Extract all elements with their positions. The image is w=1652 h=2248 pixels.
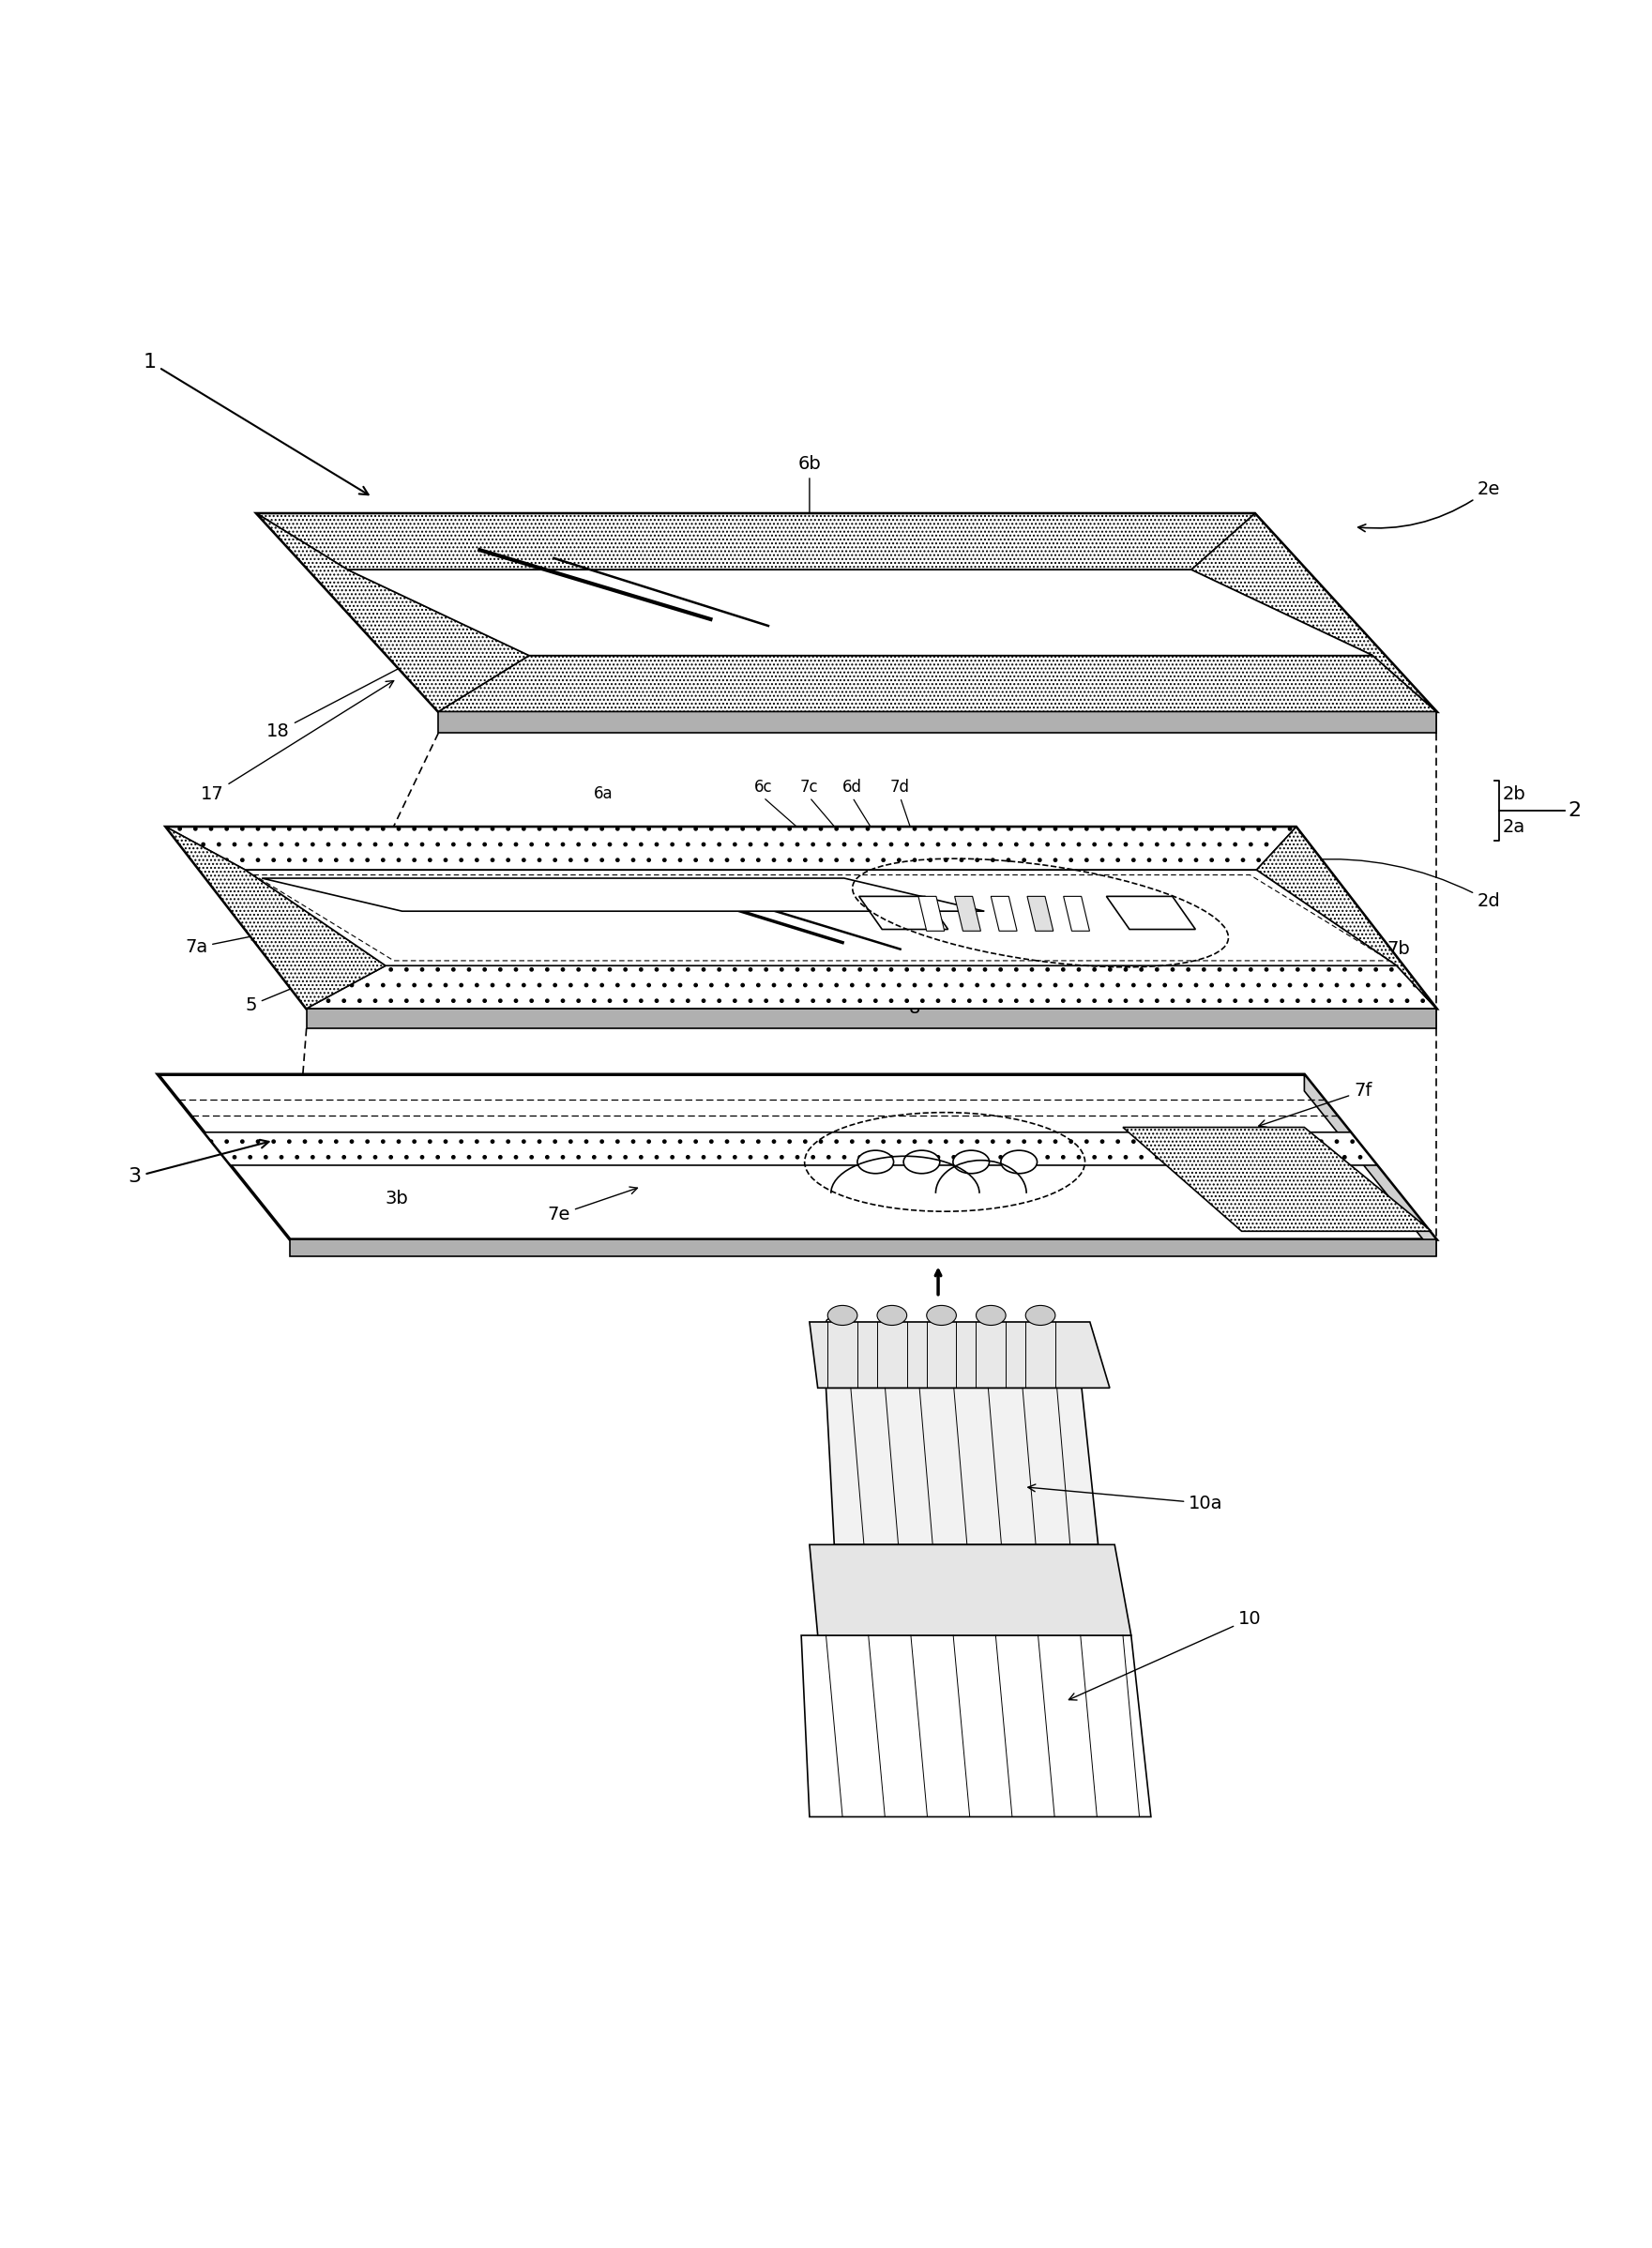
Text: 6c: 6c	[753, 780, 773, 796]
Text: 13: 13	[932, 1347, 952, 1362]
Polygon shape	[1107, 897, 1196, 928]
Polygon shape	[801, 1634, 1151, 1816]
Text: 9a: 9a	[824, 1317, 844, 1333]
Polygon shape	[809, 1544, 1132, 1634]
Ellipse shape	[927, 1306, 957, 1326]
Polygon shape	[167, 827, 1436, 1009]
Polygon shape	[1064, 897, 1090, 931]
Ellipse shape	[828, 1306, 857, 1326]
Text: 7a: 7a	[185, 933, 258, 955]
Text: 6a: 6a	[593, 785, 613, 803]
Text: 9c: 9c	[932, 1317, 950, 1333]
Text: 18: 18	[266, 618, 496, 740]
Text: 12: 12	[879, 1347, 899, 1362]
Polygon shape	[1257, 827, 1436, 1009]
Text: 5: 5	[244, 976, 319, 1014]
Polygon shape	[955, 897, 981, 931]
Polygon shape	[438, 713, 1436, 733]
Polygon shape	[1191, 513, 1436, 713]
Polygon shape	[438, 656, 1436, 713]
Polygon shape	[306, 967, 1436, 1009]
Text: 9b: 9b	[879, 1317, 899, 1333]
Polygon shape	[159, 1075, 1436, 1239]
Ellipse shape	[877, 1306, 907, 1326]
Polygon shape	[291, 1239, 1436, 1257]
Text: 3b: 3b	[385, 1189, 408, 1207]
Text: 6b: 6b	[798, 456, 821, 526]
Polygon shape	[1256, 513, 1436, 733]
Text: 10: 10	[1069, 1610, 1262, 1699]
Text: 3: 3	[129, 1140, 269, 1187]
Text: 7c: 7c	[800, 780, 819, 796]
Polygon shape	[826, 1387, 1099, 1544]
Text: 1: 1	[144, 353, 368, 495]
Text: 9d: 9d	[985, 1317, 1004, 1333]
Polygon shape	[258, 513, 1436, 713]
Polygon shape	[263, 879, 985, 910]
Polygon shape	[205, 1133, 1376, 1164]
Text: 7e: 7e	[547, 1187, 638, 1223]
Text: 2a: 2a	[1502, 818, 1525, 836]
Ellipse shape	[1026, 1306, 1056, 1326]
Polygon shape	[246, 870, 1396, 967]
Text: 17: 17	[202, 681, 393, 803]
Ellipse shape	[976, 1306, 1006, 1326]
Polygon shape	[306, 1009, 1436, 1027]
Polygon shape	[1305, 1075, 1436, 1257]
Text: 8: 8	[909, 962, 971, 1018]
Polygon shape	[167, 827, 385, 1009]
Text: 10a: 10a	[1028, 1484, 1222, 1513]
Polygon shape	[347, 569, 1373, 656]
Text: 2e: 2e	[1358, 481, 1500, 531]
Polygon shape	[919, 897, 945, 931]
Text: 6d: 6d	[843, 780, 862, 796]
Text: 2d: 2d	[1308, 856, 1500, 910]
Ellipse shape	[857, 1151, 894, 1173]
Text: 4: 4	[358, 868, 370, 886]
Polygon shape	[809, 1322, 1110, 1387]
Text: 2b: 2b	[1502, 785, 1525, 803]
Polygon shape	[859, 897, 948, 928]
Ellipse shape	[953, 1151, 990, 1173]
Text: 11: 11	[824, 1347, 844, 1362]
Polygon shape	[167, 827, 1297, 870]
Polygon shape	[1028, 897, 1054, 931]
Text: 7d: 7d	[890, 780, 910, 796]
Polygon shape	[991, 897, 1018, 931]
Ellipse shape	[1001, 1151, 1037, 1173]
Polygon shape	[1123, 1126, 1431, 1232]
Ellipse shape	[904, 1151, 940, 1173]
Text: 7f: 7f	[1259, 1081, 1371, 1126]
Polygon shape	[1297, 827, 1436, 1027]
Text: 2: 2	[1568, 800, 1581, 821]
Text: 7b: 7b	[1386, 940, 1411, 958]
Text: 14: 14	[985, 1347, 1004, 1362]
Polygon shape	[258, 513, 529, 713]
Polygon shape	[258, 513, 1256, 569]
